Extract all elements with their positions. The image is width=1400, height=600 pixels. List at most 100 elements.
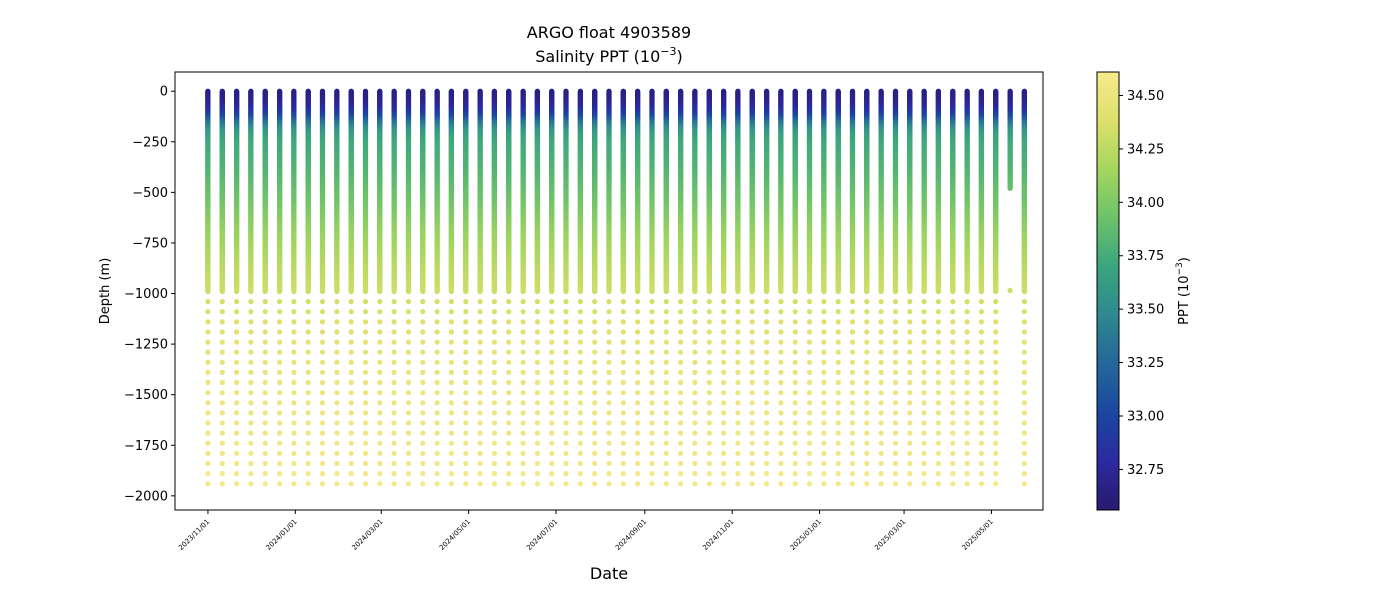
scatter-point [277, 410, 283, 416]
scatter-point [205, 460, 211, 467]
scatter-point [319, 309, 326, 315]
scatter-point [291, 430, 297, 436]
scatter-point [277, 450, 283, 456]
scatter-points [205, 88, 1027, 487]
scatter-point [277, 460, 283, 467]
scatter-point [248, 329, 254, 335]
scatter-point [277, 471, 283, 477]
scatter-point [262, 349, 268, 355]
scatter-point [262, 400, 268, 406]
scatter-point [277, 349, 283, 355]
scatter-point [305, 319, 311, 325]
scatter-point [262, 369, 268, 375]
scatter-point [205, 339, 211, 345]
scatter-point [319, 450, 326, 456]
scatter-point [319, 400, 326, 406]
scatter-point [219, 369, 225, 375]
scatter-point [277, 319, 283, 325]
scatter-point [205, 329, 211, 335]
scatter-point [205, 471, 211, 477]
scatter-point [305, 359, 311, 365]
scatter-point [291, 319, 297, 325]
scatter-point [277, 420, 283, 426]
scatter-point [305, 390, 311, 396]
chart-subtitle: Salinity PPT (10−3) [535, 45, 683, 66]
scatter-point [305, 450, 311, 456]
scatter-point [305, 369, 311, 375]
scatter-point [291, 410, 297, 416]
scatter-point [277, 400, 283, 406]
scatter-point [291, 420, 297, 426]
scatter-point [291, 309, 297, 315]
scatter-point [305, 460, 311, 467]
scatter-point [248, 359, 254, 365]
scatter-point [305, 329, 311, 335]
scatter-point [277, 430, 283, 436]
scatter-point [219, 400, 225, 406]
scatter-point [234, 339, 240, 345]
scatter-point [234, 390, 240, 396]
scatter-point [305, 299, 311, 305]
scatter-point [319, 359, 326, 365]
scatter-point [305, 481, 311, 487]
scatter-point [248, 460, 254, 467]
scatter-point [205, 481, 211, 487]
scatter-point [291, 471, 297, 477]
scatter-point [219, 379, 225, 386]
scatter-point [248, 369, 254, 375]
scatter-point [234, 319, 240, 325]
scatter-point [319, 379, 326, 386]
scatter-point [234, 309, 240, 315]
scatter-point [248, 319, 254, 325]
scatter-point [248, 430, 254, 436]
scatter-point [291, 329, 297, 335]
scatter-point [205, 299, 211, 305]
scatter-point [248, 309, 254, 315]
scatter-point [319, 369, 326, 375]
scatter-point [291, 349, 297, 355]
scatter-point [305, 410, 311, 416]
scatter-point [262, 471, 268, 477]
scatter-point [248, 410, 254, 416]
scatter-point [291, 440, 297, 446]
chart-title: ARGO float 4903589 [527, 23, 691, 42]
scatter-point [319, 420, 326, 426]
scatter-point [234, 430, 240, 436]
scatter-point [305, 400, 311, 406]
scatter-point [319, 440, 326, 446]
scatter-point [291, 400, 297, 406]
scatter-point [248, 440, 254, 446]
scatter-point [205, 390, 211, 396]
scatter-point [205, 430, 211, 436]
scatter-point [219, 319, 225, 325]
scatter-point [205, 410, 211, 416]
scatter-point [248, 299, 254, 305]
scatter-point [219, 339, 225, 345]
scatter-point [319, 329, 326, 335]
scatter-point [319, 390, 326, 396]
scatter-point [319, 339, 326, 345]
scatter-point [262, 420, 268, 426]
scatter-point [234, 410, 240, 416]
scatter-point [291, 450, 297, 456]
scatter-point [319, 481, 326, 487]
scatter-point [234, 460, 240, 467]
scatter-point [262, 309, 268, 315]
scatter-point [262, 359, 268, 365]
scatter-point [219, 349, 225, 355]
scatter-point [277, 309, 283, 315]
scatter-point [219, 440, 225, 446]
scatter-point [234, 450, 240, 456]
scatter-point [205, 440, 211, 446]
scatter-point [219, 420, 225, 426]
scatter-point [219, 410, 225, 416]
scatter-point [234, 359, 240, 365]
scatter-point [262, 339, 268, 345]
scatter-point [319, 319, 326, 325]
scatter-point [305, 349, 311, 355]
scatter-point [234, 369, 240, 375]
scatter-point [205, 349, 211, 355]
scatter-point [262, 288, 268, 295]
scatter-point [248, 471, 254, 477]
